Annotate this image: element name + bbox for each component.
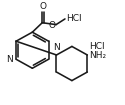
Text: O: O <box>40 2 47 11</box>
Text: HCl: HCl <box>89 42 105 51</box>
Text: NH₂: NH₂ <box>89 51 106 60</box>
Text: O: O <box>48 21 55 30</box>
Text: HCl: HCl <box>66 14 82 23</box>
Text: N: N <box>53 43 60 52</box>
Text: N: N <box>6 55 13 64</box>
